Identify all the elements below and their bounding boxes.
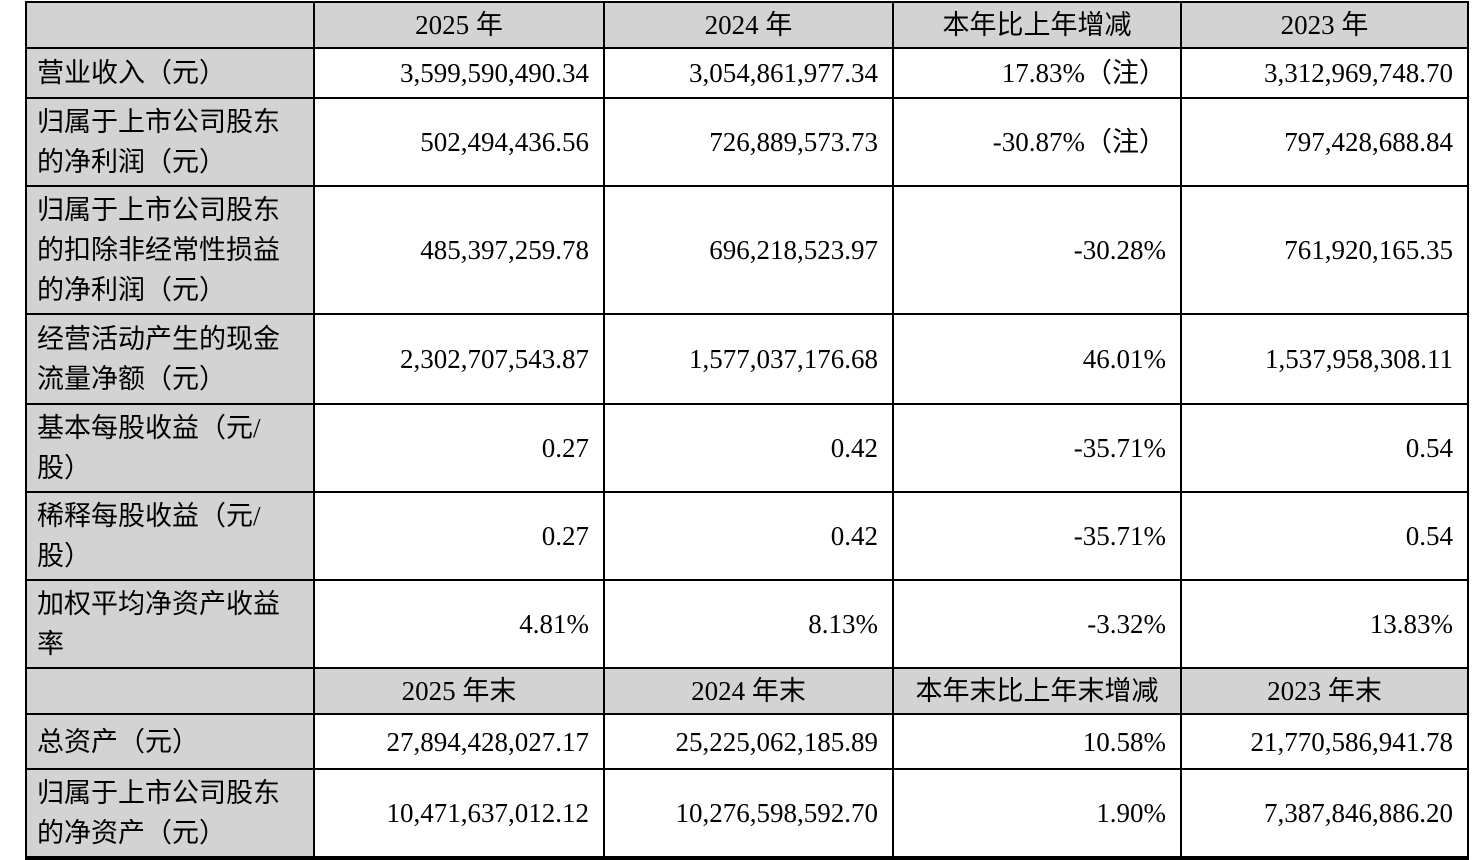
table-row-basic-eps: 基本每股收益（元/ 股） 0.27 0.42 -35.71% 0.54 bbox=[25, 403, 1469, 493]
table-row-diluted-eps: 稀释每股收益（元/ 股） 0.27 0.42 -35.71% 0.54 bbox=[25, 491, 1469, 581]
col-header-2025-end: 2025 年末 bbox=[313, 667, 605, 715]
value-2023: 797,428,688.84 bbox=[1180, 97, 1469, 187]
value-change: -35.71% bbox=[892, 491, 1182, 581]
value-2024: 3,054,861,977.34 bbox=[603, 47, 894, 99]
col-header-2024: 2024 年 bbox=[603, 1, 894, 49]
col-header-yoy-change: 本年比上年增减 bbox=[892, 1, 1182, 49]
value-2025: 4.81% bbox=[313, 579, 605, 669]
value-change: 10.58% bbox=[892, 713, 1182, 770]
value-change: -35.71% bbox=[892, 403, 1182, 493]
value-2024: 1,577,037,176.68 bbox=[603, 313, 894, 405]
col-header-2024-end: 2024 年末 bbox=[603, 667, 894, 715]
value-2025: 485,397,259.78 bbox=[313, 185, 605, 315]
key-financials-table: 2025 年 2024 年 本年比上年增减 2023 年 营业收入（元） 3,5… bbox=[25, 1, 1469, 860]
corner-cell bbox=[25, 667, 315, 715]
row-label: 归属于上市公司股东 的净利润（元） bbox=[25, 97, 315, 187]
row-label: 稀释每股收益（元/ 股） bbox=[25, 491, 315, 581]
value-change: 1.90% bbox=[892, 768, 1182, 859]
row-label: 营业收入（元） bbox=[25, 47, 315, 99]
value-2023: 0.54 bbox=[1180, 491, 1469, 581]
value-2025: 3,599,590,490.34 bbox=[313, 47, 605, 99]
col-header-2025: 2025 年 bbox=[313, 1, 605, 49]
value-2025: 2,302,707,543.87 bbox=[313, 313, 605, 405]
value-change: 46.01% bbox=[892, 313, 1182, 405]
row-label: 加权平均净资产收益 率 bbox=[25, 579, 315, 669]
value-2023: 761,920,165.35 bbox=[1180, 185, 1469, 315]
row-label: 归属于上市公司股东 的净资产（元） bbox=[25, 768, 315, 859]
row-label: 归属于上市公司股东 的扣除非经常性损益 的净利润（元） bbox=[25, 185, 315, 315]
col-header-2023: 2023 年 bbox=[1180, 1, 1469, 49]
value-2024: 696,218,523.97 bbox=[603, 185, 894, 315]
value-change: -30.28% bbox=[892, 185, 1182, 315]
value-2023: 21,770,586,941.78 bbox=[1180, 713, 1469, 770]
corner-cell bbox=[25, 1, 315, 49]
row-label: 总资产（元） bbox=[25, 713, 315, 770]
value-change: -30.87%（注） bbox=[892, 97, 1182, 187]
value-change: 17.83%（注） bbox=[892, 47, 1182, 99]
table-row-total-assets: 总资产（元） 27,894,428,027.17 25,225,062,185.… bbox=[25, 713, 1469, 770]
value-2025: 27,894,428,027.17 bbox=[313, 713, 605, 770]
table-row-net-profit-excl-nonrecurring: 归属于上市公司股东 的扣除非经常性损益 的净利润（元） 485,397,259.… bbox=[25, 185, 1469, 315]
value-2024: 8.13% bbox=[603, 579, 894, 669]
table-row-net-assets: 归属于上市公司股东 的净资产（元） 10,471,637,012.12 10,2… bbox=[25, 768, 1469, 859]
value-2023: 1,537,958,308.11 bbox=[1180, 313, 1469, 405]
col-header-2023-end: 2023 年末 bbox=[1180, 667, 1469, 715]
value-2023: 3,312,969,748.70 bbox=[1180, 47, 1469, 99]
value-2024: 10,276,598,592.70 bbox=[603, 768, 894, 859]
value-2024: 0.42 bbox=[603, 403, 894, 493]
value-change: -3.32% bbox=[892, 579, 1182, 669]
value-2025: 10,471,637,012.12 bbox=[313, 768, 605, 859]
annual-header-row: 2025 年 2024 年 本年比上年增减 2023 年 bbox=[25, 1, 1469, 49]
value-2024: 25,225,062,185.89 bbox=[603, 713, 894, 770]
value-2023: 13.83% bbox=[1180, 579, 1469, 669]
value-2024: 0.42 bbox=[603, 491, 894, 581]
value-2023: 0.54 bbox=[1180, 403, 1469, 493]
table-row-revenue: 营业收入（元） 3,599,590,490.34 3,054,861,977.3… bbox=[25, 47, 1469, 99]
table-row-net-profit: 归属于上市公司股东 的净利润（元） 502,494,436.56 726,889… bbox=[25, 97, 1469, 187]
period-end-header-row: 2025 年末 2024 年末 本年末比上年末增减 2023 年末 bbox=[25, 667, 1469, 715]
value-2025: 0.27 bbox=[313, 491, 605, 581]
table-row-weighted-avg-roe: 加权平均净资产收益 率 4.81% 8.13% -3.32% 13.83% bbox=[25, 579, 1469, 669]
table-row-operating-cash-flow: 经营活动产生的现金 流量净额（元） 2,302,707,543.87 1,577… bbox=[25, 313, 1469, 405]
value-2024: 726,889,573.73 bbox=[603, 97, 894, 187]
col-header-yoy-end-change: 本年末比上年末增减 bbox=[892, 667, 1182, 715]
value-2025: 0.27 bbox=[313, 403, 605, 493]
value-2025: 502,494,436.56 bbox=[313, 97, 605, 187]
row-label: 基本每股收益（元/ 股） bbox=[25, 403, 315, 493]
row-label: 经营活动产生的现金 流量净额（元） bbox=[25, 313, 315, 405]
value-2023: 7,387,846,886.20 bbox=[1180, 768, 1469, 859]
